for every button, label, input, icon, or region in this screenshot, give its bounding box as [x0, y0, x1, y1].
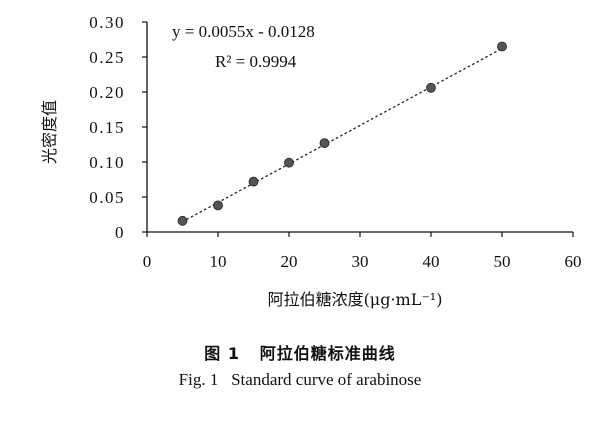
x-tick-label: 20 — [281, 252, 298, 271]
x-tick-label: 40 — [423, 252, 440, 271]
trendline-path — [181, 47, 503, 223]
figure-number-cn: 图 1 — [204, 344, 240, 363]
y-axis-title: 光密度值 — [40, 100, 59, 164]
data-point — [497, 41, 507, 52]
y-tick-label: 0.15 — [89, 118, 125, 137]
data-points — [177, 41, 507, 226]
x-tick-label: 50 — [494, 252, 511, 271]
y-tick-label: 0.05 — [89, 188, 125, 207]
y-tick-label: 0 — [115, 223, 125, 242]
figure-caption-cn: 图 1 阿拉伯糖标准曲线 — [0, 340, 600, 364]
y-tick-label: 0.10 — [89, 153, 125, 172]
data-point — [248, 176, 259, 187]
figure-title-cn: 阿拉伯糖标准曲线 — [259, 344, 396, 363]
x-tick-label: 0 — [143, 252, 152, 271]
data-point — [177, 215, 188, 226]
x-tick-label: 60 — [565, 252, 582, 271]
y-tick-label: 0.30 — [89, 13, 125, 32]
y-tick-label: 0.25 — [89, 48, 125, 67]
data-point — [213, 200, 223, 211]
chart: 0 10 20 30 40 50 60 00.050.100.150.200.250.30 … — [40, 13, 582, 309]
r-squared-label: R² = 0.9994 — [215, 52, 297, 71]
y-tick-label: 0.20 — [89, 83, 125, 102]
x-tick-label: 10 — [210, 252, 227, 271]
trendline — [181, 47, 503, 223]
chart-axes — [146, 22, 573, 233]
x-axis-title: 阿拉伯糖浓度(μg·mL⁻¹) — [268, 290, 443, 309]
x-tick-label: 30 — [352, 252, 369, 271]
data-point — [319, 138, 330, 149]
x-axis-ticks: 0 10 20 30 40 50 60 — [143, 232, 582, 271]
y-axis-ticks: 0 0.05 0.10 0.15 0.20 0.25 0.30 — [89, 13, 147, 242]
figure-caption-en: Fig. 1 Standard curve of arabinose — [0, 370, 600, 390]
equation-label: y = 0.0055x - 0.0128 — [172, 22, 315, 41]
figure-number-en: Fig. 1 — [178, 370, 219, 389]
figure-title-en: Standard curve of arabinose — [231, 370, 422, 389]
data-point — [426, 82, 436, 93]
data-point — [284, 157, 294, 168]
